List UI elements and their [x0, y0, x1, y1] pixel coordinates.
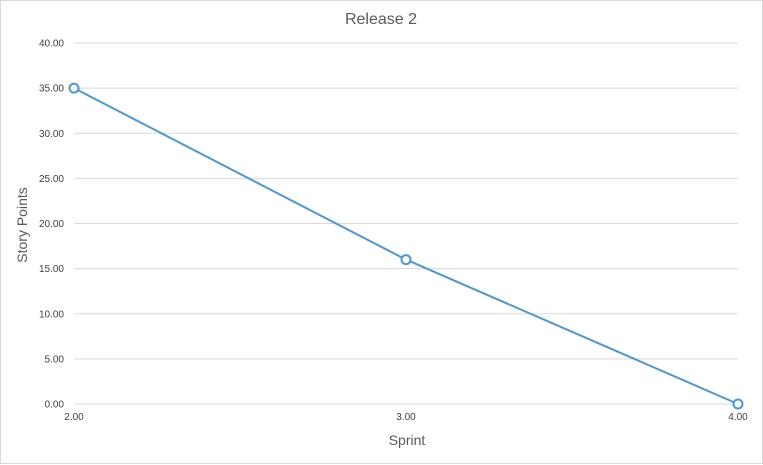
- data-point: [400, 254, 412, 266]
- y-tick-label: 30.00: [39, 129, 64, 140]
- y-tick-layer: 0.00 5.00 10.00 15.00 20.00 25.00 30.00 35.00 40…: [39, 39, 64, 411]
- y-tick-label: 20.00: [39, 219, 64, 230]
- data-point: [732, 398, 744, 410]
- y-tick-label: 15.00: [39, 264, 64, 275]
- y-axis-title: Story Points: [14, 187, 30, 262]
- y-tick-label: 25.00: [39, 174, 64, 185]
- y-tick-label: 35.00: [39, 84, 64, 95]
- y-tick-label: 40.00: [39, 39, 64, 50]
- x-tick-label: 2.00: [64, 412, 84, 423]
- chart-title: Release 2: [345, 11, 417, 28]
- x-tick-label: 4.00: [728, 412, 748, 423]
- y-tick-label: 0.00: [45, 400, 65, 411]
- x-tick-label: 3.00: [396, 412, 416, 423]
- data-point: [68, 82, 80, 94]
- x-tick-layer: 2.00 3.00 4.00: [64, 412, 748, 423]
- y-tick-label: 10.00: [39, 309, 64, 320]
- series-line: [73, 87, 739, 405]
- y-tick-label: 5.00: [45, 354, 65, 365]
- grid-layer: [74, 42, 738, 405]
- x-axis-title: Sprint: [389, 432, 426, 448]
- series-layer: [68, 82, 744, 410]
